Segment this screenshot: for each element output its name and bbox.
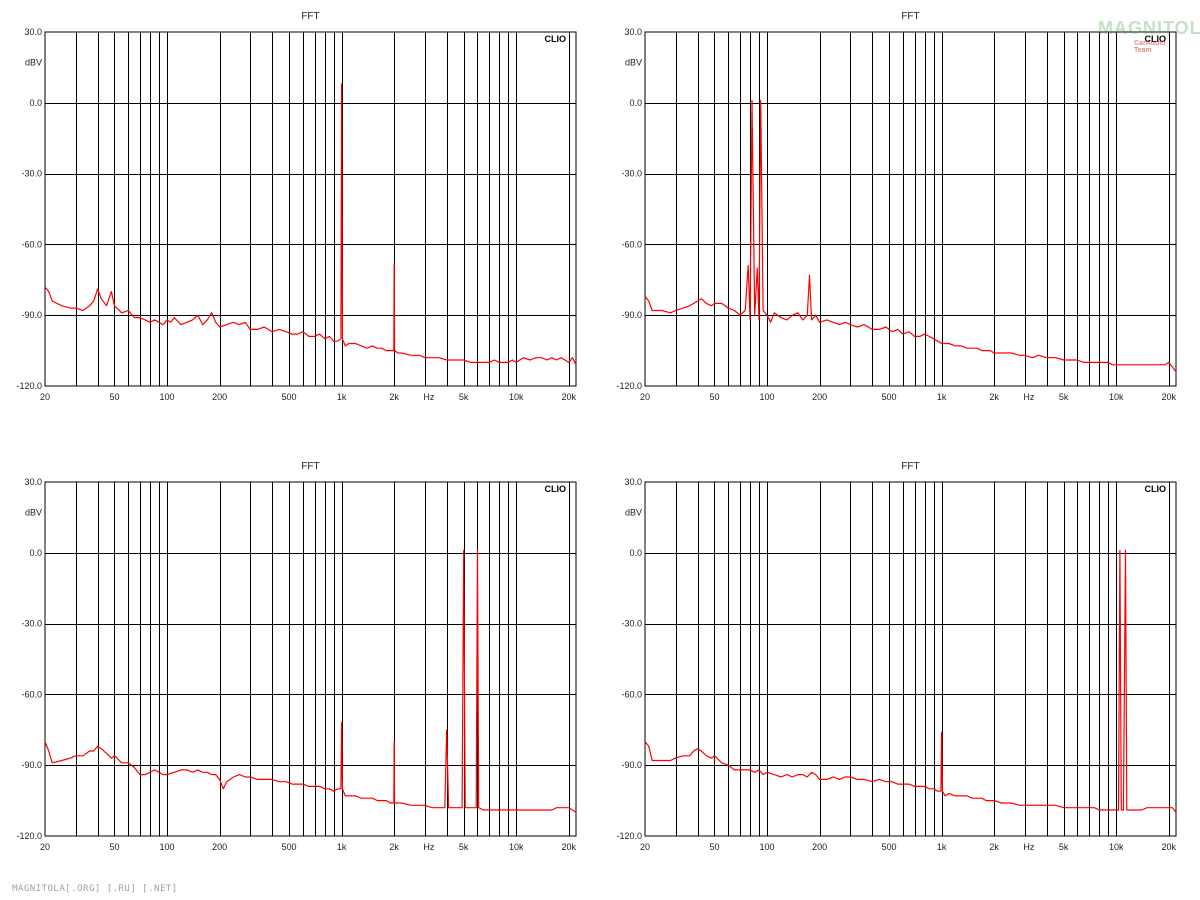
y-tick-label: -120.0 — [16, 381, 42, 391]
x-tick-label: 10k — [1109, 392, 1124, 402]
x-tick-label: 100 — [160, 842, 175, 852]
chart-title: FFT — [301, 461, 319, 472]
chart-title: FFT — [901, 11, 919, 22]
x-axis-unit: Hz — [423, 392, 434, 402]
x-tick-label: 500 — [882, 392, 897, 402]
x-tick-label: 50 — [709, 392, 719, 402]
logo-sub-text: CarAudio Team — [1134, 40, 1166, 54]
y-tick-label: -120.0 — [16, 831, 42, 841]
clio-brand: CLIO — [545, 484, 567, 494]
magnitola-logo: MAGNITOLA CarAudio Team — [1098, 18, 1200, 54]
x-tick-label: 5k — [459, 392, 469, 402]
x-tick-label: 2k — [389, 842, 399, 852]
x-tick-label: 1k — [337, 842, 347, 852]
x-tick-label: 1k — [337, 392, 347, 402]
x-tick-label: 100 — [160, 392, 175, 402]
x-tick-label: 50 — [709, 842, 719, 852]
x-axis-unit: Hz — [1023, 842, 1034, 852]
y-tick-label: -30.0 — [621, 169, 642, 179]
plot-frame — [644, 31, 1177, 387]
x-tick-label: 200 — [212, 842, 227, 852]
x-tick-label: 2k — [989, 392, 999, 402]
fft-chart-1: 30.0 0.0 -30.0 -60.0 -90.0 -120.0 dBV 20 50 100 20… — [16, 11, 577, 402]
y-tick-label: -120.0 — [616, 381, 642, 391]
x-tick-label: 5k — [1059, 392, 1069, 402]
y-axis-label: dBV — [625, 507, 642, 517]
fft-chart-3: 30.0 0.0 -30.0 -60.0 -90.0 -120.0 dBV 20 50 100 20… — [16, 461, 576, 852]
y-tick-label: -30.0 — [621, 619, 642, 629]
chart-title: FFT — [901, 461, 919, 472]
x-axis-unit: Hz — [1023, 392, 1034, 402]
fft-chart-4: 30.0 0.0 -30.0 -60.0 -90.0 -120.0 dBV 20 50 100 20… — [616, 461, 1176, 852]
x-tick-label: 2k — [989, 842, 999, 852]
x-tick-label: 2k — [389, 392, 399, 402]
footer-watermark: MAGNITOLA[.ORG] [.RU] [.NET] — [12, 884, 178, 894]
y-tick-label: 30.0 — [24, 477, 42, 487]
y-tick-label: 0.0 — [629, 98, 642, 108]
x-tick-label: 20k — [1162, 392, 1177, 402]
fft-trace — [644, 549, 1177, 813]
y-tick-label: 30.0 — [624, 27, 642, 37]
y-axis-label: dBV — [25, 507, 42, 517]
y-tick-label: -120.0 — [616, 831, 642, 841]
clio-brand: CLIO — [1145, 34, 1167, 44]
plot-frame — [644, 481, 1177, 837]
x-tick-label: 20 — [40, 392, 50, 402]
x-tick-label: 500 — [882, 842, 897, 852]
fft-chart-2: 30.0 0.0 -30.0 -60.0 -90.0 -120.0 dBV 20 50 100 20… — [616, 11, 1176, 402]
x-tick-label: 50 — [109, 392, 119, 402]
y-tick-label: -30.0 — [21, 169, 42, 179]
x-tick-label: 500 — [282, 392, 297, 402]
x-tick-label: 20k — [562, 392, 577, 402]
x-tick-label: 1k — [937, 392, 947, 402]
x-tick-label: 100 — [760, 392, 775, 402]
x-tick-label: 50 — [109, 842, 119, 852]
chart-title: FFT — [301, 11, 319, 22]
plot-frame — [44, 481, 577, 837]
y-tick-label: -90.0 — [21, 760, 42, 770]
x-tick-label: 20k — [1162, 842, 1177, 852]
y-tick-label: -30.0 — [21, 619, 42, 629]
x-tick-label: 20 — [640, 842, 650, 852]
y-tick-label: 30.0 — [624, 477, 642, 487]
fft-trace — [644, 99, 1177, 373]
x-tick-label: 5k — [1059, 842, 1069, 852]
x-tick-label: 20 — [40, 842, 50, 852]
y-tick-label: 30.0 — [24, 27, 42, 37]
x-tick-label: 200 — [212, 392, 227, 402]
x-tick-label: 5k — [459, 842, 469, 852]
x-axis-unit: Hz — [423, 842, 434, 852]
x-tick-label: 10k — [509, 392, 524, 402]
x-tick-label: 100 — [760, 842, 775, 852]
y-tick-label: 0.0 — [629, 548, 642, 558]
fft-trace — [44, 549, 577, 813]
x-tick-label: 20 — [640, 392, 650, 402]
x-tick-label: 20k — [562, 842, 577, 852]
logo-main-text: MAGNITOLA — [1098, 18, 1200, 38]
y-axis-label: dBV — [625, 57, 642, 67]
y-tick-label: -60.0 — [21, 689, 42, 699]
x-tick-label: 10k — [1109, 842, 1124, 852]
y-axis-label: dBV — [25, 57, 42, 67]
clio-brand: CLIO — [545, 34, 567, 44]
clio-brand: CLIO — [1145, 484, 1167, 494]
y-tick-label: -60.0 — [621, 689, 642, 699]
x-tick-label: 200 — [812, 842, 827, 852]
x-tick-label: 10k — [509, 842, 524, 852]
plot-frame — [44, 31, 577, 387]
y-tick-label: 0.0 — [29, 98, 42, 108]
x-tick-label: 1k — [937, 842, 947, 852]
y-tick-label: -90.0 — [621, 310, 642, 320]
fft-trace — [44, 83, 577, 366]
y-tick-label: -90.0 — [21, 310, 42, 320]
y-tick-label: -90.0 — [621, 760, 642, 770]
y-tick-label: -60.0 — [21, 239, 42, 249]
y-tick-label: 0.0 — [29, 548, 42, 558]
x-tick-label: 500 — [282, 842, 297, 852]
x-tick-label: 200 — [812, 392, 827, 402]
y-tick-label: -60.0 — [621, 239, 642, 249]
